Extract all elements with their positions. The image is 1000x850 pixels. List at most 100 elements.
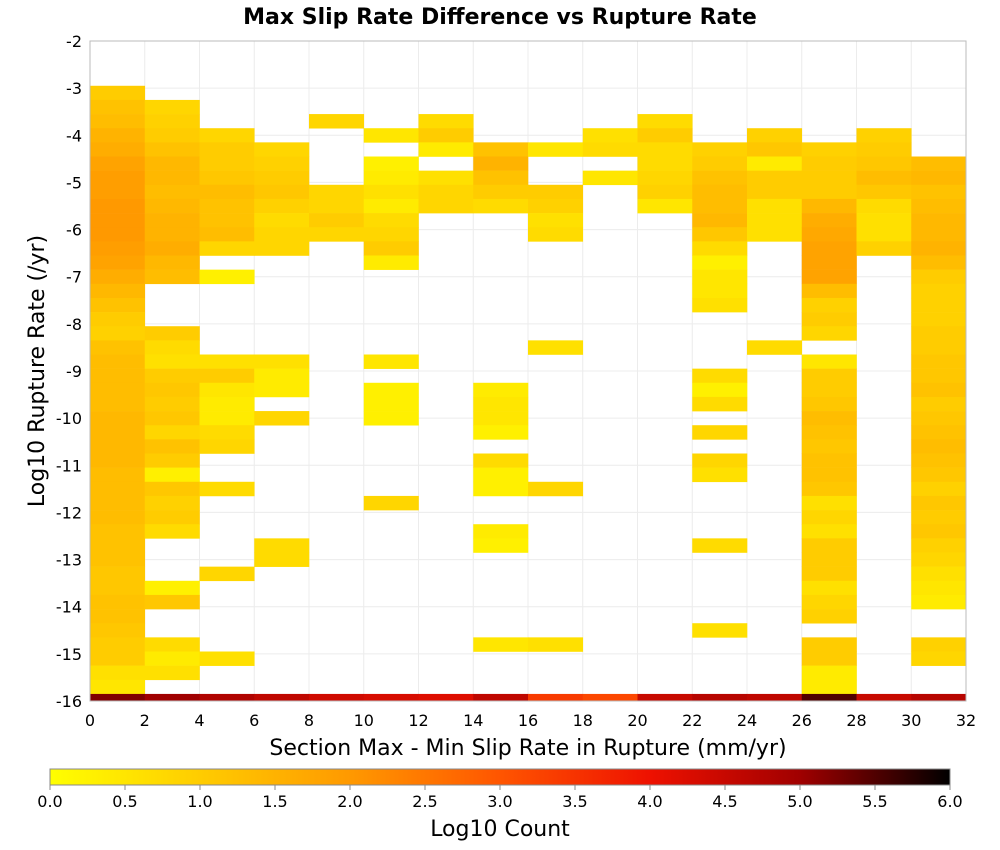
heatmap-cell <box>801 312 857 327</box>
heatmap-cell <box>801 538 857 553</box>
heatmap-cell <box>692 396 748 412</box>
y-tick-label: -6 <box>66 221 82 240</box>
heatmap-cell <box>309 693 365 702</box>
heatmap-cell <box>911 170 967 186</box>
heatmap-cell <box>911 651 967 666</box>
heatmap-cell <box>582 170 638 186</box>
heatmap-cell <box>911 297 967 313</box>
heatmap-cell <box>911 425 967 440</box>
heatmap-cell <box>801 170 857 186</box>
heatmap-cell <box>911 594 967 610</box>
heatmap-cell <box>90 637 146 652</box>
heatmap-cell <box>199 227 255 242</box>
heatmap-cell <box>637 156 693 171</box>
heatmap-cell <box>801 481 857 497</box>
heatmap-cell <box>911 481 967 497</box>
heatmap-cell <box>90 354 146 369</box>
heatmap-cell <box>254 156 310 171</box>
heatmap-cell <box>911 213 967 228</box>
heatmap-cell <box>90 269 146 285</box>
heatmap-cell <box>856 227 912 242</box>
heatmap-cell <box>199 651 255 666</box>
heatmap-cell <box>801 510 857 525</box>
heatmap-cell <box>747 142 803 157</box>
heatmap-cell <box>90 425 146 440</box>
x-tick-label: 2 <box>140 711 150 730</box>
heatmap-cell <box>637 170 693 186</box>
heatmap-cell <box>528 693 584 702</box>
heatmap-cell <box>911 495 967 511</box>
x-tick-label: 30 <box>901 711 921 730</box>
heatmap-cell <box>801 524 857 539</box>
heatmap-cell <box>801 326 857 341</box>
heatmap-cell <box>692 255 748 270</box>
colorbar-tick-label: 5.5 <box>862 792 887 811</box>
colorbar-tick-label: 2.5 <box>412 792 437 811</box>
heatmap-cell <box>363 170 419 186</box>
heatmap-cell <box>144 368 200 384</box>
colorbar-ticks: 0.0 0.5 1.0 1.5 2.0 2.5 3.0 3.5 4.0 4.5 5.0 5.5 6.0 <box>37 785 963 811</box>
heatmap-cell <box>144 382 200 398</box>
y-tick-label: -4 <box>66 126 82 145</box>
heatmap-cell <box>801 495 857 511</box>
heatmap-cell <box>801 354 857 369</box>
heatmap-cell <box>692 170 748 186</box>
colorbar-tick-label: 0.5 <box>112 792 137 811</box>
heatmap-cell <box>637 198 693 214</box>
heatmap-cell <box>90 481 146 497</box>
heatmap-cell <box>856 241 912 256</box>
heatmap-cell <box>90 453 146 468</box>
heatmap-cell <box>199 269 255 285</box>
heatmap-cell <box>911 566 967 582</box>
heatmap-cell <box>90 495 146 511</box>
heatmap-cell <box>801 184 857 200</box>
heatmap-cell <box>473 481 529 497</box>
heatmap-cell <box>692 297 748 313</box>
heatmap-cell <box>582 128 638 143</box>
heatmap-cell <box>90 665 146 681</box>
colorbar-tick-label: 5.0 <box>787 792 812 811</box>
heatmap-cell <box>363 354 419 369</box>
heatmap-cell <box>911 510 967 525</box>
heatmap-cell <box>363 184 419 200</box>
heatmap-cell <box>801 269 857 285</box>
y-tick-label: -2 <box>66 32 82 51</box>
heatmap-cell <box>144 269 200 285</box>
heatmap-cell <box>801 382 857 398</box>
heatmap-cell <box>144 340 200 355</box>
heatmap-cell <box>692 142 748 157</box>
x-axis-ticks: 0 2 4 6 8 10 12 14 16 18 20 22 24 26 28 30 32 <box>85 711 976 730</box>
heatmap-cell <box>90 312 146 327</box>
heatmap-cell <box>911 269 967 285</box>
heatmap-cell <box>144 411 200 426</box>
heatmap-cell <box>747 340 803 355</box>
heatmap-cell <box>473 524 529 539</box>
heatmap-cell <box>528 184 584 200</box>
heatmap-cell <box>801 665 857 681</box>
heatmap-cell <box>418 693 474 702</box>
heatmap-cell <box>473 142 529 157</box>
heatmap-cell <box>144 184 200 200</box>
x-tick-label: 16 <box>518 711 538 730</box>
heatmap-cell <box>144 524 200 539</box>
heatmap-cell <box>856 213 912 228</box>
heatmap-cell <box>801 651 857 666</box>
heatmap-cell <box>90 411 146 426</box>
heatmap-cell <box>254 693 310 702</box>
heatmap-cell <box>254 241 310 256</box>
heatmap-cell <box>144 594 200 610</box>
heatmap-cell <box>90 382 146 398</box>
x-tick-label: 26 <box>792 711 812 730</box>
colorbar <box>49 768 951 786</box>
heatmap-cell <box>801 679 857 695</box>
heatmap-cell <box>747 227 803 242</box>
heatmap-cell <box>692 425 748 440</box>
heatmap-cell <box>90 241 146 256</box>
heatmap-cell <box>199 213 255 228</box>
heatmap-cell <box>363 213 419 228</box>
heatmap-cell <box>911 255 967 270</box>
heatmap-cell <box>144 467 200 483</box>
heatmap-cell <box>911 411 967 426</box>
heatmap-cell <box>801 609 857 624</box>
